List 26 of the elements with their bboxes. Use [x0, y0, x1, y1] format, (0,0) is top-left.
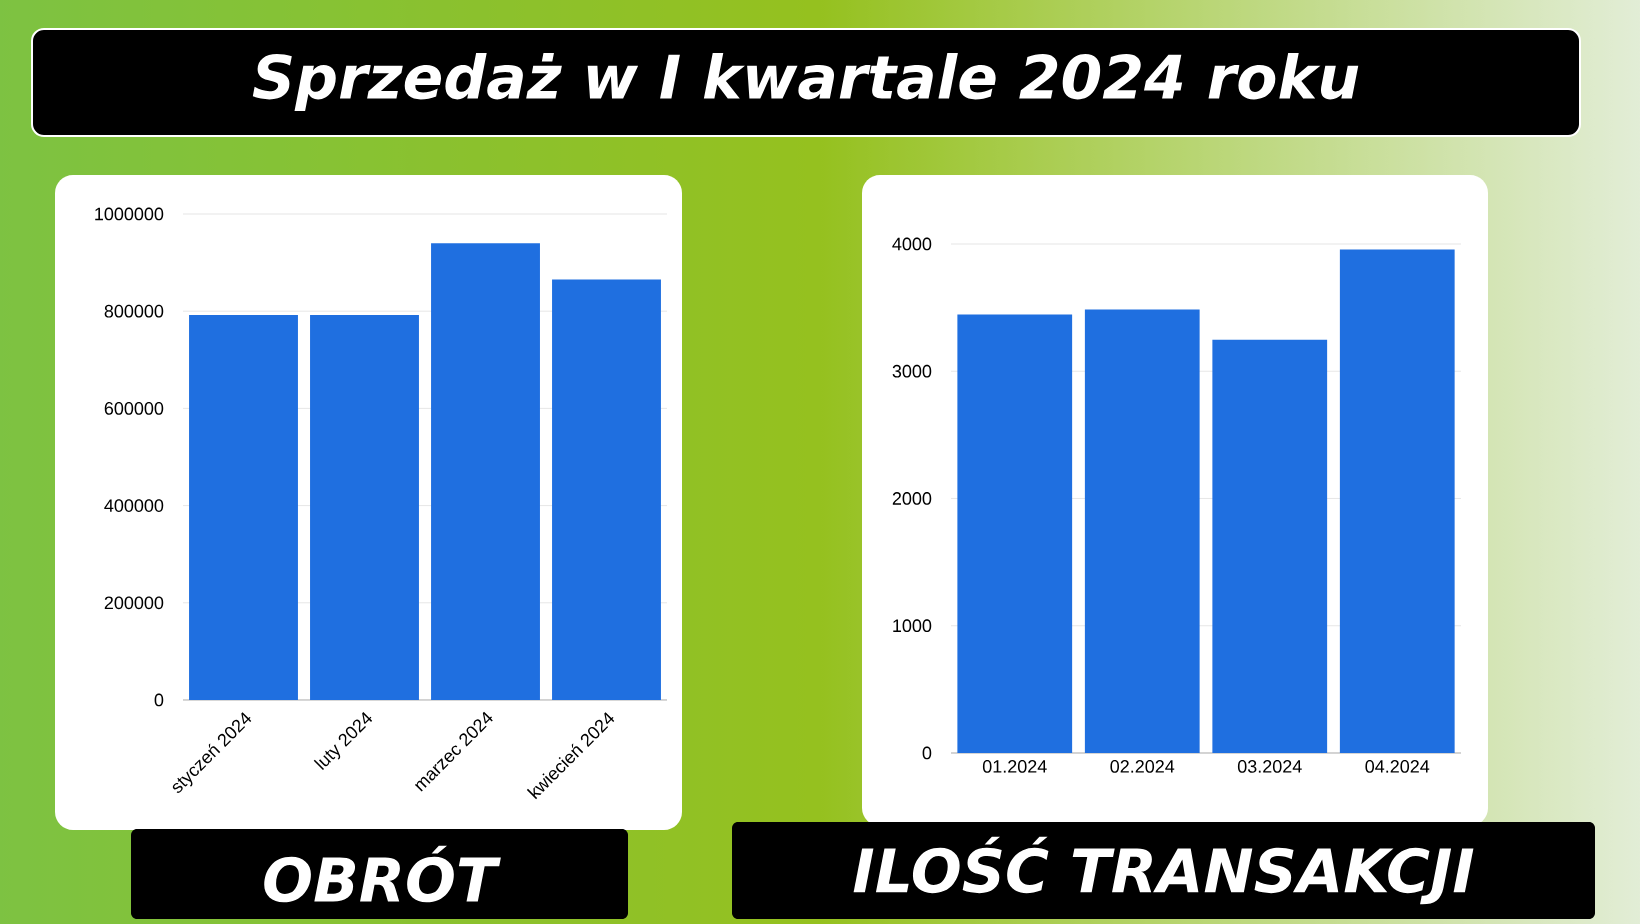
x-tick-label: 01.2024 — [982, 760, 1047, 773]
x-tick-label: 04.2024 — [1365, 760, 1430, 773]
y-tick-label: 0 — [154, 693, 164, 707]
bar — [310, 315, 419, 700]
x-tick-label: 03.2024 — [1237, 760, 1302, 773]
x-axis-title: OBRÓT — [264, 845, 501, 903]
y-tick-label: 200000 — [104, 596, 164, 610]
bar — [1339, 249, 1455, 753]
y-tick-label: 3000 — [892, 364, 932, 378]
y-tick-label: 1000000 — [95, 207, 164, 221]
y-tick-label: 0 — [922, 746, 932, 760]
bar — [189, 315, 298, 700]
y-tick-label: 400000 — [104, 499, 164, 512]
y-tick-label: 600000 — [104, 402, 164, 415]
x-tick-label: 02.2024 — [1110, 760, 1175, 773]
y-tick-label: 2000 — [892, 492, 932, 505]
bar — [1212, 339, 1328, 753]
x-axis-title: ILOŚĆ TRANSAKCJI — [853, 836, 1474, 905]
text: Sprzedaż w I kwartale 2024 roku — [252, 52, 1359, 112]
bar — [552, 279, 661, 700]
y-tick-label: 1000 — [893, 619, 932, 633]
bar — [431, 243, 540, 700]
bar — [957, 314, 1073, 753]
y-tick-label: 800000 — [104, 304, 164, 318]
bar — [1084, 309, 1200, 753]
y-tick-label: 4000 — [892, 237, 932, 251]
